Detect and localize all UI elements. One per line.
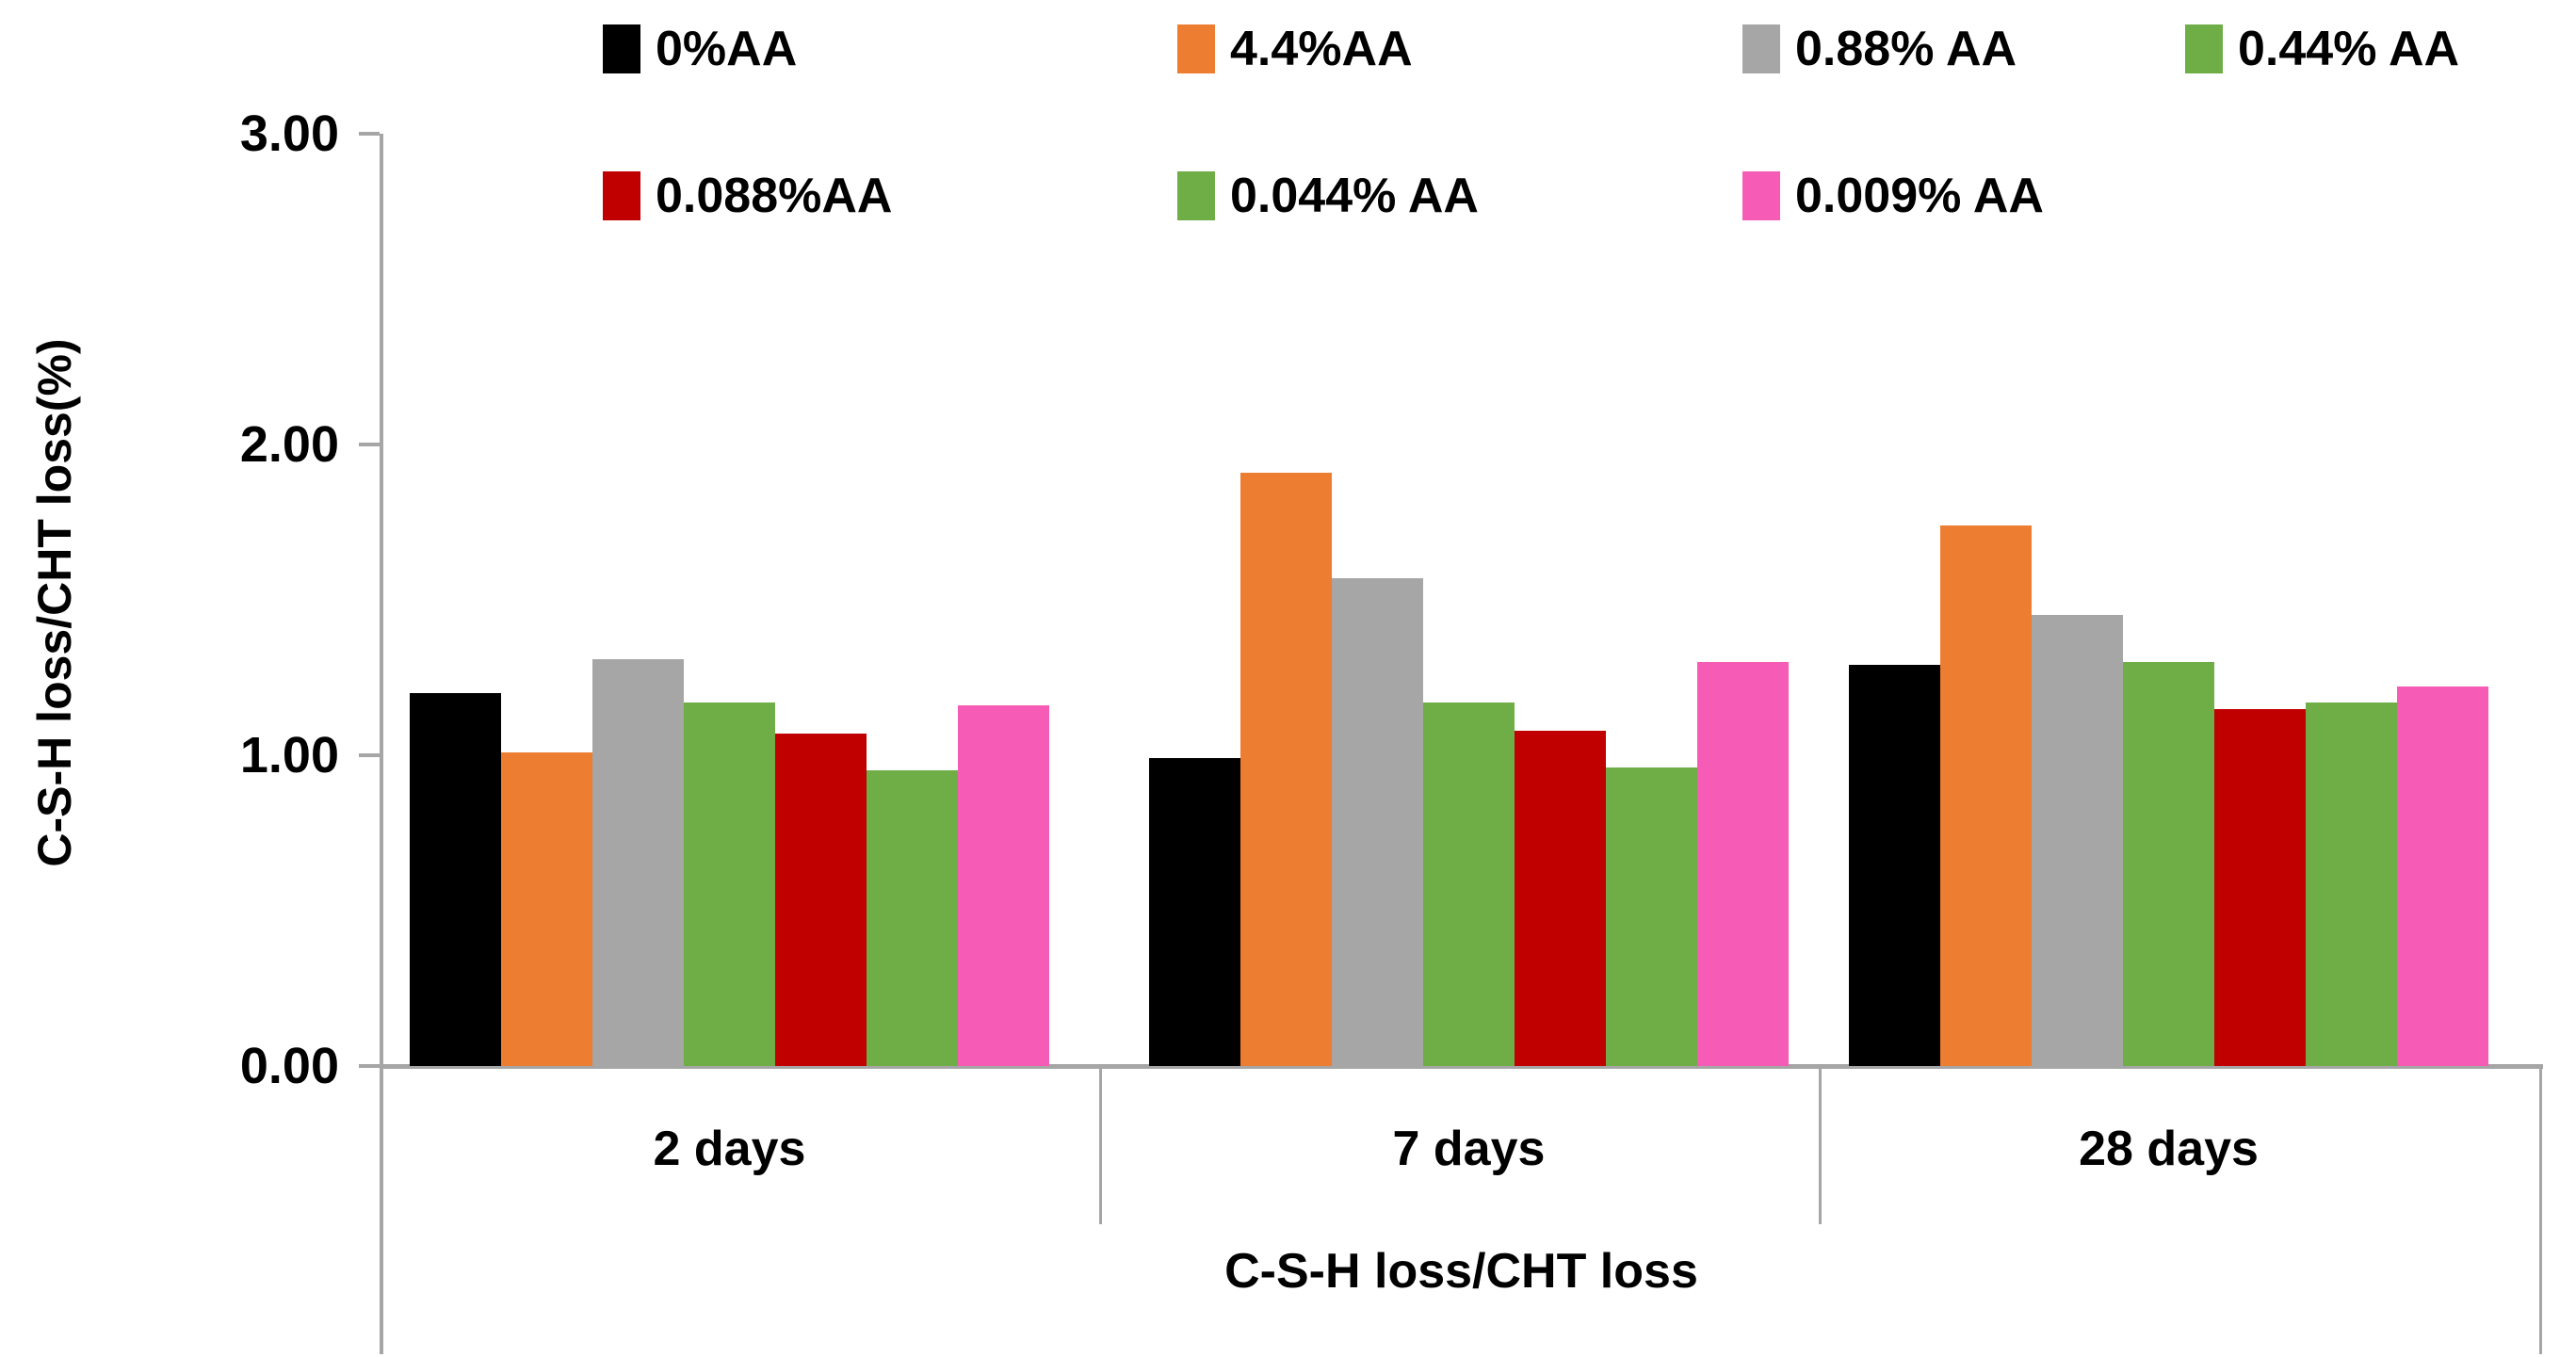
legend-item: 0%AA xyxy=(603,21,797,77)
y-axis-line xyxy=(380,134,383,1354)
bar xyxy=(2397,687,2488,1066)
y-tick-label: 2.00 xyxy=(239,416,339,473)
y-tick-label: 1.00 xyxy=(239,727,339,784)
bar xyxy=(2214,709,2306,1066)
y-tick-mark xyxy=(359,132,380,136)
bar xyxy=(501,752,592,1066)
legend-item: 0.44% AA xyxy=(2185,21,2459,77)
category-label: 28 days xyxy=(2079,1122,2259,1176)
bar xyxy=(775,734,867,1066)
legend-item: 4.4%AA xyxy=(1177,21,1413,77)
bar xyxy=(2032,615,2123,1066)
category-separator xyxy=(1819,1066,1822,1224)
category-separator xyxy=(2539,1066,2542,1354)
bar xyxy=(1423,703,1515,1066)
x-axis-line xyxy=(380,1064,2543,1069)
bar xyxy=(958,705,1049,1066)
legend-item: 0.044% AA xyxy=(1177,168,1479,224)
legend-swatch xyxy=(1742,24,1780,73)
legend-swatch xyxy=(1177,171,1215,220)
bar xyxy=(1332,578,1423,1066)
bar xyxy=(2306,703,2397,1066)
legend-item: 0.088%AA xyxy=(603,168,892,224)
legend-label: 0%AA xyxy=(656,22,798,76)
legend-swatch xyxy=(1177,24,1215,73)
y-tick-mark xyxy=(359,1064,380,1068)
legend-label: 0.088%AA xyxy=(656,169,893,223)
bar xyxy=(592,659,684,1066)
legend-swatch xyxy=(603,24,640,73)
legend-label: 0.009% AA xyxy=(1795,169,2044,223)
legend-label: 0.44% AA xyxy=(2238,22,2460,76)
legend-item: 0.009% AA xyxy=(1742,168,2044,224)
bar xyxy=(410,693,501,1066)
y-tick-label: 0.00 xyxy=(239,1038,339,1094)
bar xyxy=(1515,731,1606,1066)
bar xyxy=(2123,662,2214,1066)
bar xyxy=(1697,662,1789,1066)
y-tick-mark xyxy=(359,753,380,757)
bar xyxy=(1849,665,1940,1066)
legend-swatch xyxy=(603,171,640,220)
legend-item: 0.88% AA xyxy=(1742,21,2017,77)
bar xyxy=(1940,525,2032,1066)
bar xyxy=(1606,767,1697,1066)
bar xyxy=(684,703,775,1066)
legend-swatch xyxy=(2185,24,2223,73)
y-tick-mark xyxy=(359,443,380,446)
category-separator xyxy=(1099,1066,1102,1224)
legend-label: 0.88% AA xyxy=(1795,22,2017,76)
legend-swatch xyxy=(1742,171,1780,220)
x-axis-title: C-S-H loss/CHT loss xyxy=(1224,1244,1698,1299)
legend-label: 0.044% AA xyxy=(1230,169,1479,223)
y-axis-title: C-S-H loss/CHT loss(%) xyxy=(28,338,81,867)
category-label: 2 days xyxy=(653,1122,806,1176)
bar xyxy=(1240,473,1332,1066)
y-tick-label: 3.00 xyxy=(239,105,339,162)
bar xyxy=(867,770,958,1066)
bar xyxy=(1149,758,1240,1066)
legend-label: 4.4%AA xyxy=(1230,22,1413,76)
category-label: 7 days xyxy=(1392,1122,1546,1176)
